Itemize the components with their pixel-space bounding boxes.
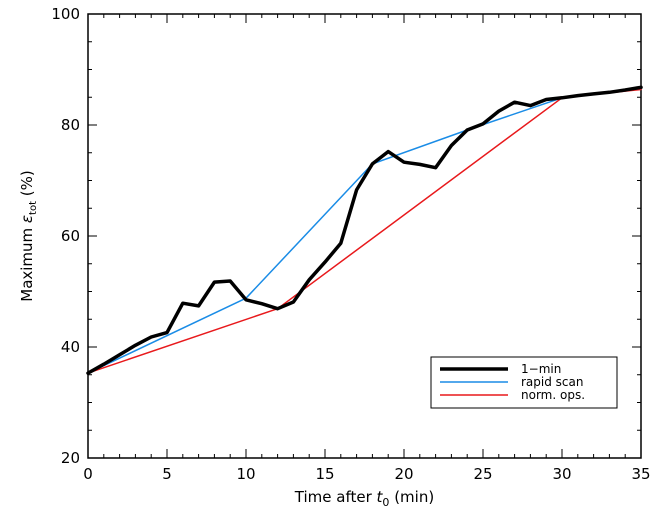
y-tick-label: 60 — [61, 227, 80, 245]
y-axis-title-suffix: (%) — [18, 170, 36, 201]
y-tick-label: 80 — [61, 116, 80, 134]
x-axis-title-suffix: (min) — [389, 488, 434, 506]
x-tick-label: 25 — [473, 465, 492, 483]
series-line-1-min — [86, 85, 643, 375]
y-tick-label: 100 — [51, 5, 80, 23]
x-tick-label: 20 — [394, 465, 413, 483]
x-tick-label: 5 — [162, 465, 172, 483]
x-tick-label: 15 — [315, 465, 334, 483]
legend: 1−min rapid scan norm. ops. — [430, 356, 618, 409]
x-axis-title: Time after t0 (min) — [294, 488, 434, 509]
y-axis-title-prefix: Maximum — [18, 223, 36, 302]
y-axis-title-var: ε — [18, 215, 36, 223]
legend-label-norm-ops: norm. ops. — [521, 388, 585, 402]
series-line-rapid-scan — [87, 87, 642, 374]
x-tick-label: 0 — [83, 465, 93, 483]
x-tick-label: 35 — [631, 465, 650, 483]
legend-label-rapid-scan: rapid scan — [521, 375, 583, 389]
x-axis-title-prefix: Time after — [294, 488, 377, 506]
legend-label-1-min: 1−min — [521, 362, 561, 376]
axis-ticks — [87, 13, 642, 459]
y-tick-label: 20 — [61, 449, 80, 467]
y-tick-label: 40 — [61, 338, 80, 356]
x-axis-title-var: t — [377, 488, 384, 506]
y-axis-title: Maximum εtot (%) — [18, 170, 39, 302]
x-axis-title-sub: 0 — [382, 496, 389, 509]
series-lines — [86, 85, 643, 375]
x-tick-label: 10 — [236, 465, 255, 483]
x-tick-label: 30 — [552, 465, 571, 483]
y-axis-title-sub: tot — [28, 201, 39, 215]
tick-labels: 0 5 10 15 20 25 30 35 20 40 60 80 100 — [51, 5, 650, 483]
series-line-norm-ops — [87, 88, 642, 374]
